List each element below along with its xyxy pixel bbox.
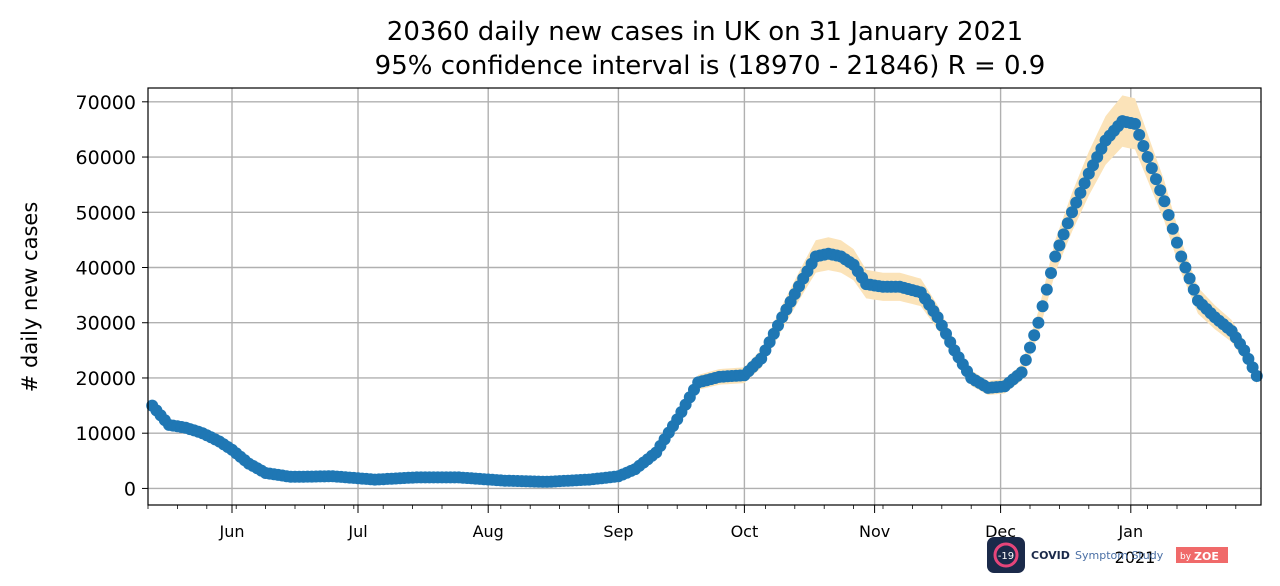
y-ticks: 0 10000 20000 30000 40000 50000 60000 70000 <box>76 92 148 500</box>
logo-badge-icon <box>987 537 1025 573</box>
data-point <box>1129 117 1141 130</box>
zoe-badge <box>1176 547 1228 563</box>
x-tick-label: Sep <box>603 522 633 541</box>
data-point <box>1150 173 1162 186</box>
data-point <box>1137 140 1150 152</box>
y-tick-label: 50000 <box>76 202 136 224</box>
logo-text-bold: COVID <box>1031 549 1070 562</box>
data-point <box>1040 283 1053 296</box>
data-point <box>1175 250 1188 263</box>
data-point <box>1183 272 1196 285</box>
data-point <box>1162 209 1175 221</box>
data-point <box>1166 222 1179 235</box>
chart-subtitle: 95% confidence interval is (18970 - 2184… <box>375 51 1046 81</box>
data-point <box>1057 228 1070 241</box>
chart-title: 20360 daily new cases in UK on 31 Januar… <box>387 17 1023 47</box>
confidence-area <box>152 95 1257 483</box>
logo-zoe: ZOE <box>1194 550 1219 563</box>
data-point <box>1070 196 1083 209</box>
logo-by: by <box>1180 552 1192 562</box>
x-offset-label: 2021 <box>1115 548 1156 567</box>
x-tick-label: Jan <box>1117 522 1143 541</box>
data-point <box>1171 236 1183 249</box>
y-tick-label: 40000 <box>76 258 136 280</box>
data-point <box>1019 354 1032 366</box>
data-point <box>1045 267 1057 279</box>
data-point <box>1061 217 1074 230</box>
x-tick-label: Jun <box>219 522 245 541</box>
y-tick-label: 60000 <box>76 147 136 169</box>
logo-badge-text: -19 <box>998 551 1014 562</box>
x-tick-label: Oct <box>731 522 759 541</box>
data-point <box>1053 239 1066 252</box>
y-axis-label: # daily new cases <box>18 202 42 393</box>
x-tick-label: Jul <box>347 522 367 541</box>
covid-symptom-study-logo: -19 COVID Symptom Study by ZOE <box>987 537 1228 573</box>
x-tick-label: Aug <box>473 522 504 541</box>
y-tick-label: 20000 <box>76 368 136 390</box>
data-point <box>1024 341 1036 354</box>
data-point <box>1141 151 1154 163</box>
x-ticks: Jun Jul Aug Sep Oct Nov Dec Jan <box>147 505 1237 541</box>
data-point <box>1145 162 1158 175</box>
confidence-band <box>152 95 1257 483</box>
data-point <box>1036 300 1049 313</box>
x-tick-label: Nov <box>859 522 890 541</box>
data-point <box>1049 250 1062 263</box>
data-point <box>1028 329 1041 342</box>
plot-frame <box>147 87 1262 506</box>
data-point <box>1133 128 1146 141</box>
data-point <box>1179 261 1192 274</box>
data-point <box>1032 316 1045 329</box>
logo-ring-icon <box>993 542 1019 568</box>
x-tick-label: Dec <box>985 522 1016 541</box>
data-point <box>1078 177 1091 190</box>
data-point <box>1158 195 1171 208</box>
y-tick-label: 10000 <box>76 423 136 445</box>
logo-text-light: Symptom Study <box>1075 549 1164 562</box>
data-points <box>146 115 1263 488</box>
y-tick-label: 0 <box>124 478 136 500</box>
data-point <box>1066 206 1078 219</box>
data-point <box>1250 370 1263 382</box>
data-point <box>1074 186 1087 199</box>
data-point <box>1154 184 1167 197</box>
data-point <box>1187 283 1200 296</box>
y-tick-label: 30000 <box>76 313 136 335</box>
y-tick-label: 70000 <box>76 92 136 114</box>
data-point <box>1015 366 1028 379</box>
